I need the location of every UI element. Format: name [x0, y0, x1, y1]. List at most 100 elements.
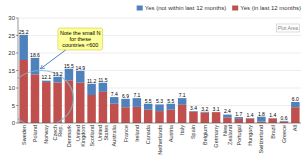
category-label-line: Norway	[43, 125, 49, 144]
category-label-line: Belgium	[202, 125, 208, 145]
bar-segment	[99, 92, 107, 123]
bar-segment	[76, 83, 84, 123]
tick-label: 30	[8, 15, 15, 21]
bar-segment	[121, 107, 129, 123]
tick-label: 0	[12, 120, 16, 126]
data-label: 15.5	[64, 63, 74, 69]
bar-segment	[201, 113, 209, 124]
bar-segment	[110, 97, 118, 104]
category-label: All	[292, 125, 298, 131]
bar-segment	[246, 118, 254, 123]
category-label: Austria	[168, 124, 174, 142]
plot-area-label: Plot Area	[276, 24, 300, 32]
annotation-box	[58, 28, 103, 50]
data-label: 18.6	[30, 52, 40, 58]
highlight-ellipse	[18, 71, 73, 124]
bar-segment	[257, 117, 265, 122]
data-label: 6.0	[292, 96, 299, 102]
category-label-line: Sweden	[21, 125, 27, 145]
category-label-line: States	[103, 125, 109, 141]
data-label: 7.1	[133, 92, 140, 98]
category-label: Greece	[281, 125, 287, 143]
data-label: 3.1	[213, 106, 220, 112]
legend-label: Yes (in last 12 months)	[240, 5, 301, 11]
data-label: 0.6	[281, 115, 288, 121]
annotation-line: countries <600	[62, 42, 98, 48]
category-label-line: Germany	[213, 125, 219, 148]
legend: Yes (not within last 12 months) Yes (in l…	[137, 5, 301, 11]
bar-segment	[223, 115, 231, 118]
bar-segment	[53, 77, 61, 83]
data-label: 14.9	[75, 65, 85, 71]
data-label: 1.8	[258, 111, 265, 117]
bar-segment	[144, 110, 152, 123]
data-label: 1.4	[269, 112, 276, 118]
category-label-line: Portugal	[236, 125, 242, 146]
bar-segment	[42, 82, 50, 123]
category-label-line: Rep.	[57, 125, 63, 137]
bar-segment	[155, 104, 163, 111]
bar-segment	[291, 107, 299, 123]
data-label: 5.5	[167, 98, 174, 104]
data-label: 13.2	[53, 71, 63, 77]
bar-segment	[234, 119, 242, 123]
data-label: 25.2	[19, 29, 29, 35]
category-label: Sweden	[21, 125, 27, 145]
bar-segment	[167, 104, 175, 110]
bar-segment	[65, 69, 73, 81]
category-label: Germany	[213, 125, 219, 148]
bar-segment	[178, 98, 186, 105]
plot-area-label-text: Plot Area	[278, 25, 299, 31]
bar-segment	[234, 117, 242, 119]
bar-segment	[133, 98, 141, 107]
annotation-arrow	[41, 50, 66, 69]
annotation: Note the small Nfor thesecountries <600	[58, 28, 103, 50]
data-label: 7.1	[179, 92, 186, 98]
category-label-line: Canada	[145, 124, 151, 144]
legend-swatch	[232, 6, 238, 11]
category-label-line: Scotland	[89, 125, 95, 146]
category-label-line: Denmark	[66, 125, 72, 148]
category-label-line: Spain	[190, 125, 196, 139]
tick-label: 15	[8, 68, 15, 74]
category-label-line: Brazil	[270, 125, 276, 139]
bar-segment	[53, 82, 61, 123]
bar-segment	[76, 71, 84, 83]
category-label-line: All	[292, 125, 298, 131]
category-label: Australia	[111, 124, 117, 146]
category-label-line: Switzerland	[258, 125, 264, 153]
bar-segment	[87, 84, 95, 95]
bar-segment	[291, 102, 299, 107]
data-label: 5.3	[156, 98, 163, 104]
category-label: Spain	[190, 125, 196, 139]
category-label: Brazil	[270, 125, 276, 139]
bar-segment	[110, 104, 118, 123]
legend-label: Yes (not within last 12 months)	[145, 5, 227, 11]
tick-label: 10	[8, 85, 15, 91]
category-label-line: Italy	[179, 125, 185, 135]
category-label: France	[123, 125, 129, 142]
bar-segment	[31, 74, 39, 123]
data-label: 12.1	[41, 74, 51, 80]
plot-area-label-box	[276, 24, 300, 32]
bar-segment	[223, 117, 231, 123]
bar-segment	[42, 81, 50, 82]
bar-segment	[189, 112, 197, 123]
category-label-line: Greece	[281, 125, 287, 143]
data-label: 1.7	[235, 111, 242, 117]
chart: 05101520253025.218.612.113.215.514.911.2…	[0, 0, 305, 165]
data-label: 3.2	[201, 106, 208, 112]
category-label: Portugal	[236, 125, 242, 146]
legend-item: Yes (in last 12 months)	[232, 5, 301, 11]
category-label-line: Zealand	[227, 125, 233, 145]
bar-segment	[19, 35, 27, 60]
x-axis	[18, 123, 301, 124]
annotation-text: Note the small Nfor thesecountries <600	[60, 30, 101, 48]
category-label-line: Austria	[168, 124, 174, 142]
data-label: 1.4	[247, 112, 254, 118]
bar-segment	[167, 110, 175, 123]
category-label: Canada	[145, 124, 151, 144]
category-label: Italy	[179, 125, 185, 135]
legend-item: Yes (not within last 12 months)	[137, 5, 227, 11]
data-label: 7.4	[111, 91, 118, 97]
